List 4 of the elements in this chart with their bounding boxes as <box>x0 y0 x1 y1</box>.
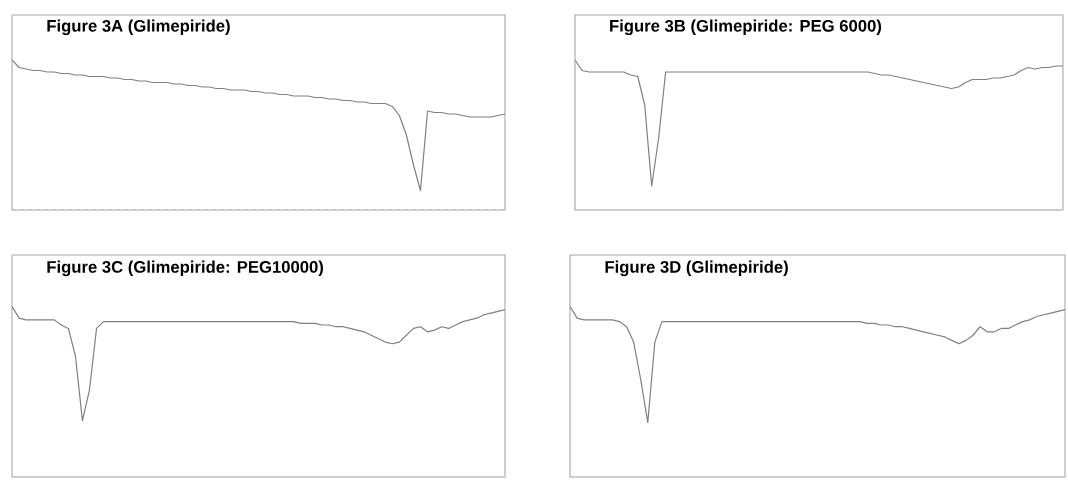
chart-title: Figure 3C (Glimepiride: PEG10000) <box>47 260 324 277</box>
chart-title: Figure 3D (Glimepiride) <box>605 260 788 277</box>
chart-title: Figure 3B (Glimepiride: PEG 6000) <box>610 19 882 36</box>
chart-title: Figure 3A (Glimepiride) <box>47 19 230 36</box>
